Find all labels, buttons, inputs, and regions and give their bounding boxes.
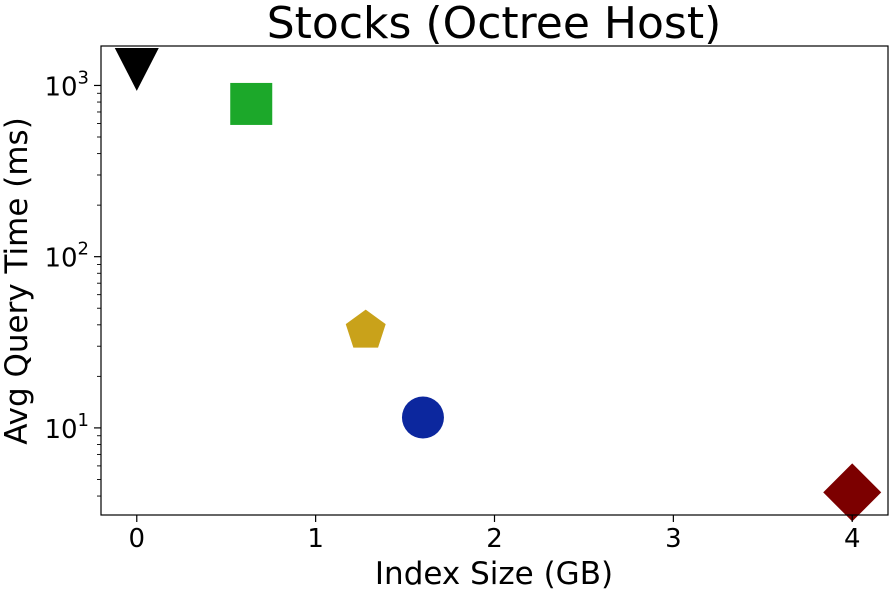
x-axis-label: Index Size (GB) bbox=[375, 556, 613, 592]
x-tick-label: 0 bbox=[128, 524, 145, 554]
y-tick-label: 102 bbox=[44, 239, 89, 274]
point-diamond bbox=[823, 463, 882, 522]
x-tick-label: 3 bbox=[665, 524, 682, 554]
point-square bbox=[230, 82, 273, 125]
point-triangle-down bbox=[114, 47, 159, 91]
y-axis: 101 102 103 bbox=[44, 67, 101, 497]
x-tick-label: 4 bbox=[844, 524, 861, 554]
y-axis-label: Avg Query Time (ms) bbox=[0, 117, 35, 445]
plot-area bbox=[114, 47, 882, 522]
chart-title: Stocks (Octree Host) bbox=[267, 0, 722, 49]
x-axis: 0 1 2 3 4 bbox=[128, 515, 861, 554]
y-tick-label: 101 bbox=[44, 410, 89, 445]
point-pentagon bbox=[345, 309, 386, 348]
x-tick-label: 2 bbox=[486, 524, 503, 554]
point-circle bbox=[401, 396, 444, 439]
y-tick-label: 103 bbox=[44, 67, 89, 102]
x-tick-label: 1 bbox=[307, 524, 324, 554]
plot-frame bbox=[100, 45, 889, 516]
